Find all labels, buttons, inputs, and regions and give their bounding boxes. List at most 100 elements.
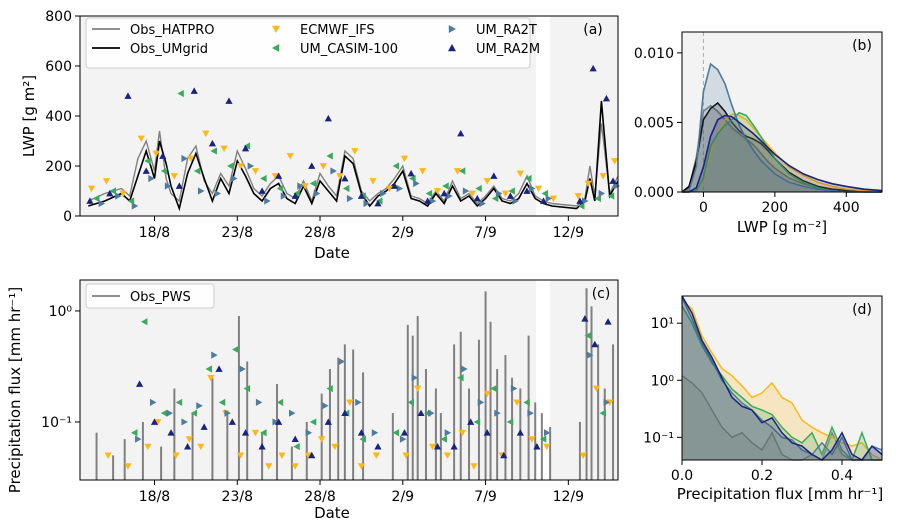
- legend-swatch-ecmwf-ifs: [272, 25, 280, 33]
- panel-c-point-ecmwf-ifs: [236, 452, 245, 459]
- panel-c-xtick-label: 2/9: [392, 489, 415, 505]
- panel-a-point-um-ra2t: [164, 182, 172, 190]
- panel-c-point-um-casim-100: [326, 384, 333, 393]
- panel-a-point-um-casim-100: [144, 157, 151, 165]
- panel-a-xtick-label: 23/8: [222, 225, 253, 241]
- panel-c-point-um-ra2t: [543, 429, 551, 437]
- panel-a-point-um-ra2t: [380, 189, 387, 198]
- panel-a-point-um-ra2t: [330, 167, 337, 175]
- panel-a-xticks: 18/8 23/8 28/8 2/9 7/9 12/9: [139, 216, 584, 241]
- panel-c-xtick-label: 12/9: [553, 489, 584, 505]
- panel-a-point-um-casim-100: [525, 174, 532, 183]
- panel-b-line-um-ra2m: [682, 114, 883, 193]
- panel-c-plot: [95, 288, 615, 480]
- panel-a-point-ecmwf-ifs: [102, 178, 111, 185]
- panel-a-line-obs-hatpro: [88, 123, 619, 207]
- panel-c-point-um-ra2m: [483, 429, 491, 436]
- panel-a-point-um-ra2m: [440, 189, 448, 197]
- panel-c-point-um-casim-100: [131, 429, 138, 437]
- panel-c-point-um-ra2t: [371, 429, 379, 437]
- panel-a-point-um-ra2t: [462, 187, 470, 195]
- panel-b-ytick-label: 0.010: [634, 46, 674, 62]
- panel-c-point-um-ra2m: [591, 340, 599, 348]
- panel-c-point-ecmwf-ifs: [207, 374, 215, 382]
- panel-c-point-ecmwf-ifs: [402, 452, 410, 459]
- panel-b-line-ecmwf-ifs: [682, 113, 883, 193]
- panel-b-xticks: 0 200 400: [699, 192, 860, 216]
- panel-c-point-ecmwf-ifs: [346, 399, 354, 407]
- panel-c-point-ecmwf-ifs: [458, 429, 466, 437]
- panel-c-legend: Obs_PWS: [85, 283, 215, 309]
- panel-a-xtick-label: 2/9: [392, 225, 415, 241]
- panel-c-point-ecmwf-ifs: [528, 436, 536, 443]
- panel-c-point-ecmwf-ifs: [265, 463, 273, 470]
- panel-c-point-um-ra2t: [255, 398, 263, 407]
- panel-b-xtick-label: 0: [699, 200, 708, 216]
- panel-c-point-um-ra2t: [224, 409, 231, 417]
- panel-a-point-um-casim-100: [442, 182, 449, 190]
- legend-swatch-um-ra2m: [448, 44, 456, 52]
- panel-a-point-ecmwf-ifs: [286, 153, 294, 160]
- panel-a-point-ecmwf-ifs: [271, 173, 279, 180]
- panel-a-ytick-label: 400: [45, 109, 72, 125]
- panel-a-point-um-ra2m: [291, 192, 299, 199]
- panel-a-point-um-ra2t: [115, 192, 122, 200]
- panel-c-point-ecmwf-ifs: [357, 463, 366, 470]
- panel-a-point-um-ra2m: [308, 162, 316, 169]
- panel-c-xtick-label: 28/8: [304, 489, 335, 505]
- panel-b-plot: [681, 32, 883, 193]
- panel-c-point-um-ra2m: [417, 409, 425, 417]
- panel-a-point-um-casim-100: [508, 187, 515, 195]
- panel-c-point-um-casim-100: [190, 409, 198, 417]
- panel-c-point-ecmwf-ifs: [513, 399, 521, 407]
- panel-d-frame: [681, 295, 883, 461]
- panel-d-ytick-label: 10⁰: [651, 373, 675, 389]
- panel-a-point-um-ra2t: [181, 154, 188, 163]
- panel-c-point-um-ra2m: [167, 429, 175, 436]
- panel-d-label: (d): [852, 302, 872, 318]
- panel-c-point-um-casim-100: [205, 365, 212, 373]
- panel-d-xticks: 0.0 0.2 0.4: [671, 460, 853, 484]
- panel-a-point-um-casim-100: [210, 147, 217, 155]
- panel-a-point-ecmwf-ifs: [351, 148, 359, 155]
- panel-c-point-um-ra2m: [604, 318, 612, 325]
- panel-a-point-um-ra2t: [313, 189, 321, 198]
- panel-a-point-um-ra2m: [86, 197, 94, 204]
- panel-c-data-gap: [536, 280, 550, 480]
- panel-c-point-um-ra2m: [516, 429, 524, 436]
- panel-c-point-um-casim-100: [473, 418, 481, 426]
- panel-a-point-um-ra2t: [429, 197, 437, 205]
- panel-c-point-um-ra2t: [586, 351, 594, 359]
- panel-c-yticks: 10⁻¹ 10⁰: [41, 304, 80, 431]
- panel-a-line-obs-umgrid: [88, 100, 619, 212]
- panel-a-legend: Obs_HATPRO Obs_UMgrid ECMWF_IFS UM_CASIM-10…: [85, 17, 540, 69]
- panel-c-point-um-casim-100: [160, 409, 168, 417]
- panel-a-point-um-ra2t: [446, 192, 453, 200]
- panel-a-point-um-ra2t: [479, 199, 486, 208]
- panel-a-xtick-label: 18/8: [139, 225, 170, 241]
- panel-c-point-um-ra2t: [196, 402, 203, 410]
- panel-b-area-um-casim-100: [682, 112, 882, 192]
- panel-a-point-um-casim-100: [243, 142, 251, 150]
- panel-d: 0.0 0.2 0.4 10⁻¹ 10⁰ 10¹ Precipitation flux …: [643, 295, 883, 503]
- panel-a-data-gap: [536, 16, 550, 216]
- panel-c-point-um-casim-100: [218, 398, 226, 407]
- panel-c-point-um-ra2m: [258, 442, 266, 450]
- panel-c: 18/8 23/8 28/8 2/9 7/9 12/9 10⁻¹ 10⁰ Date Prec…: [6, 279, 619, 522]
- panel-a-point-ecmwf-ifs: [187, 155, 195, 163]
- panel-a-point-um-ra2t: [98, 199, 106, 208]
- panel-c-point-um-ra2m: [308, 451, 316, 459]
- panel-c-point-um-casim-100: [506, 418, 514, 426]
- panel-a-point-ecmwf-ifs: [236, 163, 245, 170]
- panel-c-point-um-ra2m: [341, 409, 349, 417]
- panel-a-point-ecmwf-ifs: [549, 195, 558, 203]
- panel-c-point-um-casim-100: [309, 418, 317, 426]
- panel-a-point-ecmwf-ifs: [584, 180, 592, 188]
- panel-c-point-um-casim-100: [584, 331, 592, 340]
- panel-a-point-ecmwf-ifs: [202, 130, 210, 138]
- legend-label-obs-umgrid: Obs_UMgrid: [130, 42, 208, 57]
- panel-c-ytick-label: 10⁰: [49, 304, 73, 320]
- panel-a-point-um-ra2t: [512, 197, 519, 205]
- panel-c-point-um-ra2m: [533, 442, 541, 450]
- panel-a-point-um-ra2m: [374, 199, 382, 207]
